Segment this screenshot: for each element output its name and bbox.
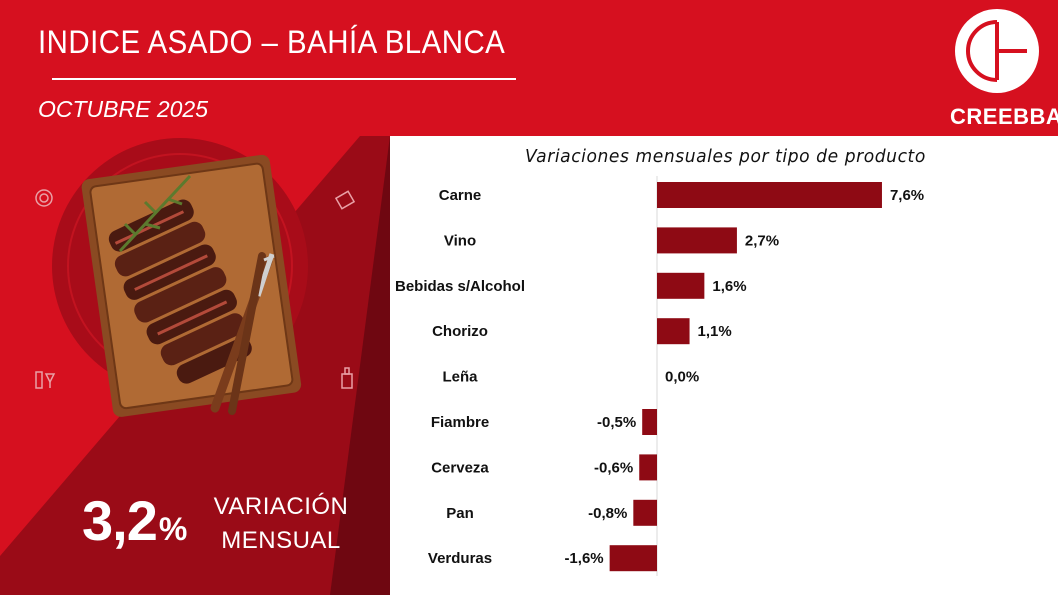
logo-wordmark: CREEBBA bbox=[950, 104, 1058, 129]
data-label: 1,6% bbox=[712, 278, 746, 295]
title-underline bbox=[52, 78, 516, 80]
bar-chart: Carne 7,6% Vino 2,7% Bebidas s/Alcohol 1,6% Ch… bbox=[395, 176, 924, 576]
data-label: -1,6% bbox=[564, 550, 603, 567]
category-label: Leña bbox=[442, 369, 478, 386]
category-label: Vino bbox=[444, 232, 476, 249]
bar bbox=[657, 182, 882, 208]
bar bbox=[657, 272, 705, 299]
bar bbox=[633, 499, 657, 526]
chart-panel: Variaciones mensuales por tipo de produc… bbox=[390, 136, 1058, 595]
asado-illustration-panel bbox=[0, 136, 390, 595]
page-title: INDICE ASADO – BAHÍA BLANCA bbox=[38, 24, 506, 60]
data-label: -0,6% bbox=[594, 459, 633, 476]
bar bbox=[609, 545, 657, 572]
data-label: 0,0% bbox=[665, 369, 699, 386]
page-subtitle: OCTUBRE 2025 bbox=[38, 96, 209, 122]
bar bbox=[657, 227, 737, 254]
category-label: Cerveza bbox=[431, 459, 489, 476]
kpi-number: 3,2 bbox=[82, 489, 158, 552]
data-label: -0,5% bbox=[597, 414, 636, 431]
category-label: Carne bbox=[439, 187, 482, 204]
kpi-label-line2: MENSUAL bbox=[221, 527, 341, 554]
bar bbox=[642, 409, 657, 435]
plate-icon bbox=[35, 189, 53, 207]
data-label: 2,7% bbox=[745, 232, 779, 249]
kpi-label: VARIACIÓN MENSUAL bbox=[206, 490, 356, 558]
kpi-label-line1: VARIACIÓN bbox=[213, 493, 349, 520]
kpi-value: 3,2% bbox=[82, 488, 187, 553]
wine-icon bbox=[35, 371, 56, 389]
creebba-logo bbox=[955, 9, 1039, 93]
category-label: Bebidas s/Alcohol bbox=[395, 278, 525, 295]
chart-title: Variaciones mensuales por tipo de produc… bbox=[525, 146, 926, 167]
category-label: Fiambre bbox=[431, 414, 489, 431]
data-label: -0,8% bbox=[588, 505, 627, 522]
bar bbox=[657, 318, 690, 345]
bottle-icon bbox=[341, 367, 353, 389]
bar bbox=[639, 454, 657, 481]
data-label: 1,1% bbox=[698, 323, 732, 340]
data-label: 7,6% bbox=[890, 187, 924, 204]
kpi-unit: % bbox=[158, 511, 187, 547]
grill-icon bbox=[334, 190, 356, 210]
category-label: Verduras bbox=[428, 550, 492, 567]
fork-and-knife bbox=[210, 252, 275, 415]
rosemary-sprig bbox=[118, 174, 192, 253]
category-label: Pan bbox=[446, 505, 474, 522]
category-label: Chorizo bbox=[432, 323, 488, 340]
